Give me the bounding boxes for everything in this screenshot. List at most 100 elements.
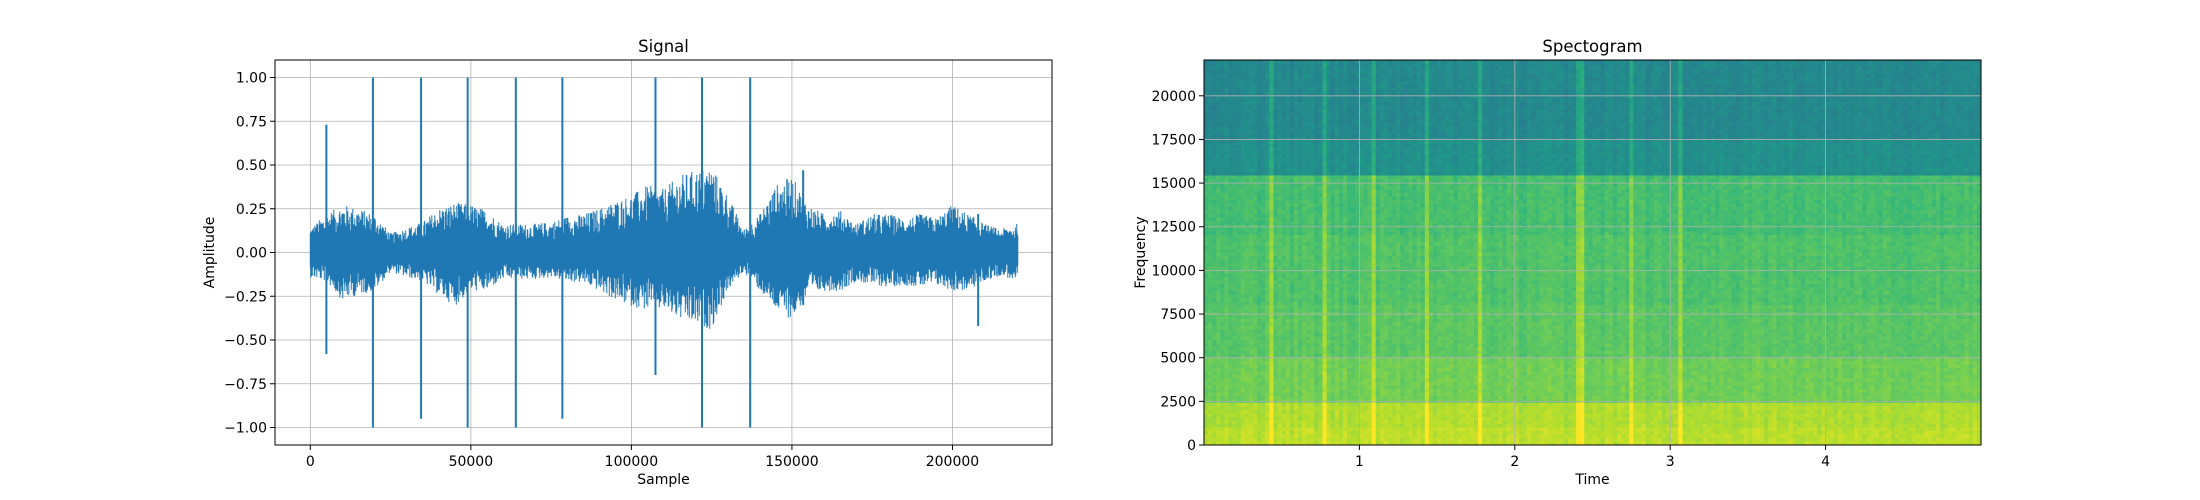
spectrogram-cell xyxy=(1261,379,1266,383)
spectrogram-cell xyxy=(1261,81,1266,85)
spectrogram-cell xyxy=(1376,305,1381,309)
spectrogram-cell xyxy=(1347,228,1352,232)
spectrogram-cell xyxy=(1339,99,1344,103)
spectrogram-cell xyxy=(1380,368,1385,372)
spectrogram-cell xyxy=(1229,403,1234,407)
spectrogram-cell xyxy=(1216,127,1221,131)
spectrogram-cell xyxy=(1253,302,1258,306)
spectrogram-cell xyxy=(1249,162,1254,166)
spectrogram-cell xyxy=(1241,267,1246,271)
spectrogram-cell xyxy=(1204,71,1209,75)
spectrogram-cell xyxy=(1237,305,1242,309)
spectrogram-cell xyxy=(1310,127,1315,131)
spectrogram-cell xyxy=(1257,155,1262,159)
spectrogram-cell xyxy=(1351,200,1356,204)
spectrogram-cell xyxy=(1229,134,1234,138)
spectrogram-cell xyxy=(1249,158,1254,162)
spectrogram-cell xyxy=(1290,386,1295,390)
spectrogram-cell xyxy=(1212,92,1217,96)
spectrogram-cell xyxy=(1253,417,1258,421)
spectrogram-cell xyxy=(1327,67,1332,71)
spectrogram-cell xyxy=(1380,228,1385,232)
spectrogram-cell xyxy=(1220,386,1225,390)
spectrogram-cell xyxy=(1314,116,1319,120)
spectrogram-cell xyxy=(1335,221,1340,225)
spectrogram-cell xyxy=(1220,172,1225,176)
spectrogram-cell xyxy=(1290,389,1295,393)
spectrogram-cell xyxy=(1302,284,1307,288)
spectrogram-cell xyxy=(1319,417,1324,421)
spectrogram-cell xyxy=(1380,351,1385,355)
spectrogram-cell xyxy=(1265,207,1270,211)
spectrogram-cell xyxy=(1274,309,1279,313)
spectrogram-cell xyxy=(1380,99,1385,103)
spectrogram-cell xyxy=(1204,158,1209,162)
spectrogram-cell xyxy=(1306,239,1311,243)
spectrogram-cell xyxy=(1245,242,1250,246)
spectrogram-cell xyxy=(1216,197,1221,201)
spectrogram-cell xyxy=(1339,410,1344,414)
spectrogram-cell xyxy=(1278,148,1283,152)
spectrogram-cell xyxy=(1208,319,1213,323)
spectrogram-cell xyxy=(1319,179,1324,183)
spectrogram-cell xyxy=(1278,249,1283,253)
spectrogram-cell xyxy=(1339,127,1344,131)
spectrogram-cell xyxy=(1249,319,1254,323)
spectrogram-cell xyxy=(1384,141,1389,145)
spectrogram-cell xyxy=(1302,169,1307,173)
spectrogram-cell xyxy=(1339,386,1344,390)
spectrogram-cell xyxy=(1290,207,1295,211)
spectrogram-cell xyxy=(1257,358,1262,362)
spectrogram-cell xyxy=(1282,274,1287,278)
spectrogram-cell xyxy=(1216,246,1221,250)
spectrogram-cell xyxy=(1384,344,1389,348)
spectrogram-cell xyxy=(1261,393,1266,397)
spectrogram-cell xyxy=(1339,60,1344,64)
spectrogram-cell xyxy=(1278,113,1283,117)
spectrogram-cell xyxy=(1261,249,1266,253)
spectrogram-cell xyxy=(1274,88,1279,92)
spectrogram-cell xyxy=(1282,347,1287,351)
spectrogram-cell xyxy=(1294,298,1299,302)
spectrogram-cell xyxy=(1208,372,1213,376)
spectrogram-cell xyxy=(1224,428,1229,432)
spectrogram-cell xyxy=(1269,284,1274,288)
spectrogram-cell xyxy=(1310,414,1315,418)
spectrogram-cell xyxy=(1269,144,1274,148)
spectrogram-cell xyxy=(1298,421,1303,425)
spectrogram-cell xyxy=(1241,277,1246,281)
spectrogram-cell xyxy=(1224,438,1229,442)
spectrogram-cell xyxy=(1323,305,1328,309)
spectrogram-cell xyxy=(1278,71,1283,75)
spectrogram-cell xyxy=(1216,291,1221,295)
spectrogram-cell xyxy=(1282,417,1287,421)
spectrogram-cell xyxy=(1241,246,1246,250)
signal-y-tick-label: 0.25 xyxy=(236,202,267,218)
spectrogram-cell xyxy=(1269,193,1274,197)
spectrogram-cell xyxy=(1269,407,1274,411)
spectrogram-cell xyxy=(1323,309,1328,313)
spectrogram-cell xyxy=(1331,92,1336,96)
spectrogram-cell xyxy=(1331,207,1336,211)
spectrogram-cell xyxy=(1339,144,1344,148)
spectrogram-cell xyxy=(1224,179,1229,183)
spectrogram-cell xyxy=(1233,235,1238,239)
spectrogram-cell xyxy=(1335,60,1340,64)
spectrogram-cell xyxy=(1306,81,1311,85)
spectrogram-cell xyxy=(1278,109,1283,113)
spectrogram-cell xyxy=(1278,67,1283,71)
spectrogram-cell xyxy=(1229,74,1234,78)
spectrogram-cell xyxy=(1233,309,1238,313)
spectrogram-cell xyxy=(1208,249,1213,253)
spectrogram-cell xyxy=(1286,67,1291,71)
spectrogram-cell xyxy=(1347,410,1352,414)
spectrogram-cell xyxy=(1208,158,1213,162)
spectrogram-cell xyxy=(1237,393,1242,397)
spectrogram-cell xyxy=(1274,127,1279,131)
spectrogram-cell xyxy=(1335,88,1340,92)
spectrogram-cell xyxy=(1339,85,1344,89)
spectrogram-cell xyxy=(1327,169,1332,173)
spectrogram-cell xyxy=(1204,372,1209,376)
spectrogram-cell xyxy=(1257,232,1262,236)
spectrogram-cell xyxy=(1265,74,1270,78)
